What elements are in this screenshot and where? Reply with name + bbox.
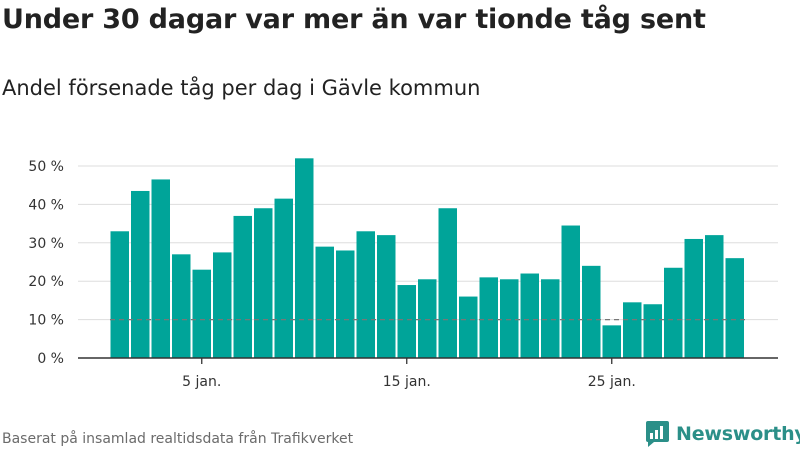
axes [78,357,778,364]
bar [500,279,519,358]
y-tick-label: 30 % [28,236,64,252]
bar [274,198,293,358]
bars [110,158,744,358]
x-tick-label: 15 jan. [383,374,431,390]
bar [213,252,232,358]
bar [356,231,375,358]
y-tick-label: 50 % [28,159,64,175]
bar [643,304,662,358]
bar [131,190,150,358]
bar [336,250,355,358]
bar [192,269,211,358]
x-tick-label: 5 jan. [182,374,221,390]
y-tick-label: 0 % [37,351,64,367]
bar [479,277,498,358]
bar [459,296,478,358]
bar [684,238,703,358]
bar [582,265,601,358]
y-tick-label: 20 % [28,274,64,290]
bar [295,158,314,358]
bar [725,258,744,358]
chart-title: Under 30 dagar var mer än var tionde tåg… [2,4,706,35]
bar [315,246,334,358]
newsworthy-icon [646,421,669,447]
y-tick-label: 40 % [28,197,64,213]
y-tick-label: 10 % [28,313,64,329]
bar [541,279,560,358]
tick-labels: 0 % 10 % 20 % 30 % 40 % 50 % 5 jan. 15 jan. 25 j… [28,159,635,390]
bar [172,254,191,358]
bar [377,235,396,358]
bar [520,273,539,358]
brand-name: Newsworthy [676,423,800,445]
bar [602,325,621,358]
bar [254,208,273,358]
bar [233,215,252,358]
source-note: Baserat på insamlad realtidsdata från Tr… [2,431,354,447]
bar [561,225,580,358]
bar [438,208,457,358]
bar [705,235,724,358]
bar [664,267,683,358]
bar [623,302,642,358]
bar [151,179,170,358]
chart-subtitle: Andel försenade tåg per dag i Gävle komm… [2,76,481,100]
bar [397,285,416,358]
x-tick-label: 25 jan. [588,374,636,390]
bar [110,231,129,358]
bar [418,279,437,358]
brand-logo: Newsworthy [645,420,800,448]
